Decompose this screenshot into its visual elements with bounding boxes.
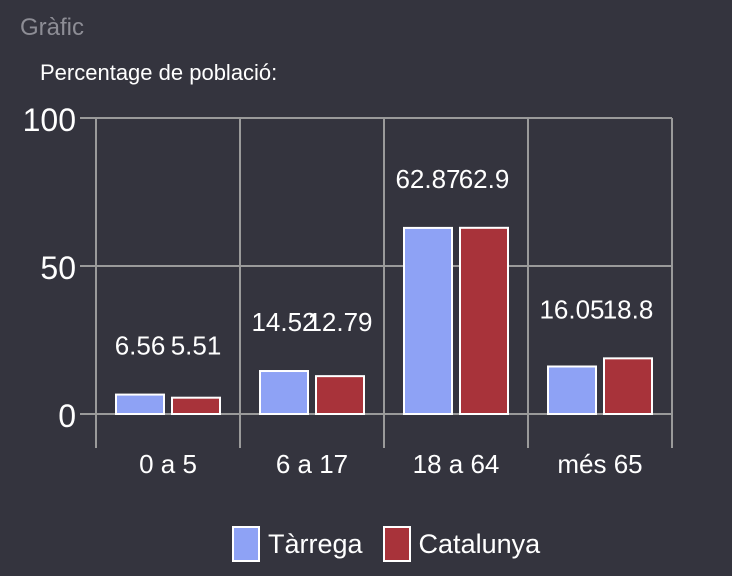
legend-label-catalunya: Catalunya bbox=[418, 528, 541, 559]
data-label: 62.9 bbox=[459, 164, 510, 194]
legend-swatch-tarrega bbox=[232, 526, 260, 562]
y-tick-label: 0 bbox=[58, 398, 76, 434]
bar-catalunya-2 bbox=[459, 226, 509, 415]
data-label: 16.05 bbox=[539, 294, 604, 324]
chart-title: Percentage de població: bbox=[40, 60, 278, 85]
legend-item-catalunya[interactable]: Catalunya bbox=[382, 526, 541, 562]
data-label: 18.8 bbox=[603, 294, 654, 324]
bar-trrega-1 bbox=[259, 370, 309, 416]
data-label: 62.87 bbox=[395, 164, 460, 194]
x-tick-label: més 65 bbox=[557, 449, 642, 479]
legend-item-tarrega[interactable]: Tàrrega bbox=[232, 526, 363, 562]
bar-catalunya-1 bbox=[315, 375, 365, 415]
bar-trrega-2 bbox=[403, 226, 453, 415]
bar-catalunya-0 bbox=[171, 396, 221, 415]
x-tick-label: 18 a 64 bbox=[413, 449, 500, 479]
legend: Tàrrega Catalunya bbox=[232, 526, 560, 562]
bar-catalunya-3 bbox=[603, 357, 653, 415]
x-tick-label: 0 a 5 bbox=[139, 449, 197, 479]
data-label: 14.52 bbox=[251, 307, 316, 337]
data-label: 5.51 bbox=[171, 331, 222, 361]
y-tick-label: 50 bbox=[40, 250, 76, 286]
panel-title: Gràfic bbox=[20, 14, 85, 41]
bar-trrega-3 bbox=[547, 365, 597, 416]
legend-label-tarrega: Tàrrega bbox=[268, 528, 363, 559]
data-label: 6.56 bbox=[115, 331, 166, 361]
bar-trrega-0 bbox=[115, 393, 165, 415]
y-tick-label: 100 bbox=[23, 102, 76, 138]
data-label: 12.79 bbox=[307, 307, 372, 337]
x-tick-label: 6 a 17 bbox=[276, 449, 348, 479]
legend-swatch-catalunya bbox=[382, 526, 411, 562]
